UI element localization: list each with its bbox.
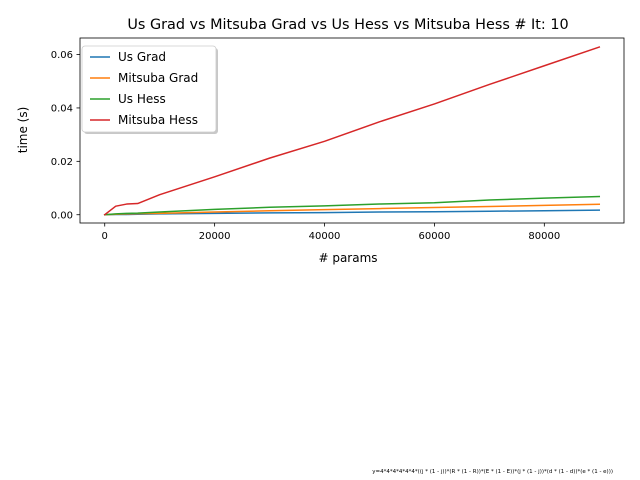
x-tick-label: 40000 <box>309 231 341 242</box>
legend-box <box>81 45 217 133</box>
x-axis-label: # params <box>318 251 377 265</box>
x-tick-label: 80000 <box>528 231 560 242</box>
x-tick-label: 20000 <box>199 231 231 242</box>
axes-layer: 0 20000 40000 60000 80000 0.00 0.02 0.04 0.06 <box>51 50 560 242</box>
series-line-us-hess <box>103 195 601 216</box>
y-tick-label: 0.00 <box>51 210 73 221</box>
legend-label: Mitsuba Hess <box>118 113 198 127</box>
legend-label: Us Grad <box>118 50 166 64</box>
legend-label: Mitsuba Grad <box>118 71 198 85</box>
y-tick-label: 0.02 <box>51 157 73 168</box>
legend: Us Grad Mitsuba Grad Us Hess Mitsuba Hess <box>81 45 218 134</box>
plot-frame <box>79 37 625 224</box>
series-line-mitsuba-hess <box>103 46 601 216</box>
y-axis-label: time (s) <box>16 107 30 154</box>
series-layer <box>103 46 601 216</box>
legend-label: Us Hess <box>118 92 166 106</box>
chart-title: Us Grad vs Mitsuba Grad vs Us Hess vs Mi… <box>127 17 568 33</box>
x-tick-label: 60000 <box>419 231 451 242</box>
formula-footnote: y=4*4*4*4*4*4*((j * (1 - j))*(R * (1 - R… <box>372 469 613 475</box>
x-tick-label: 0 <box>102 231 108 242</box>
y-tick-label: 0.06 <box>51 50 73 61</box>
y-tick-label: 0.04 <box>51 104 73 115</box>
